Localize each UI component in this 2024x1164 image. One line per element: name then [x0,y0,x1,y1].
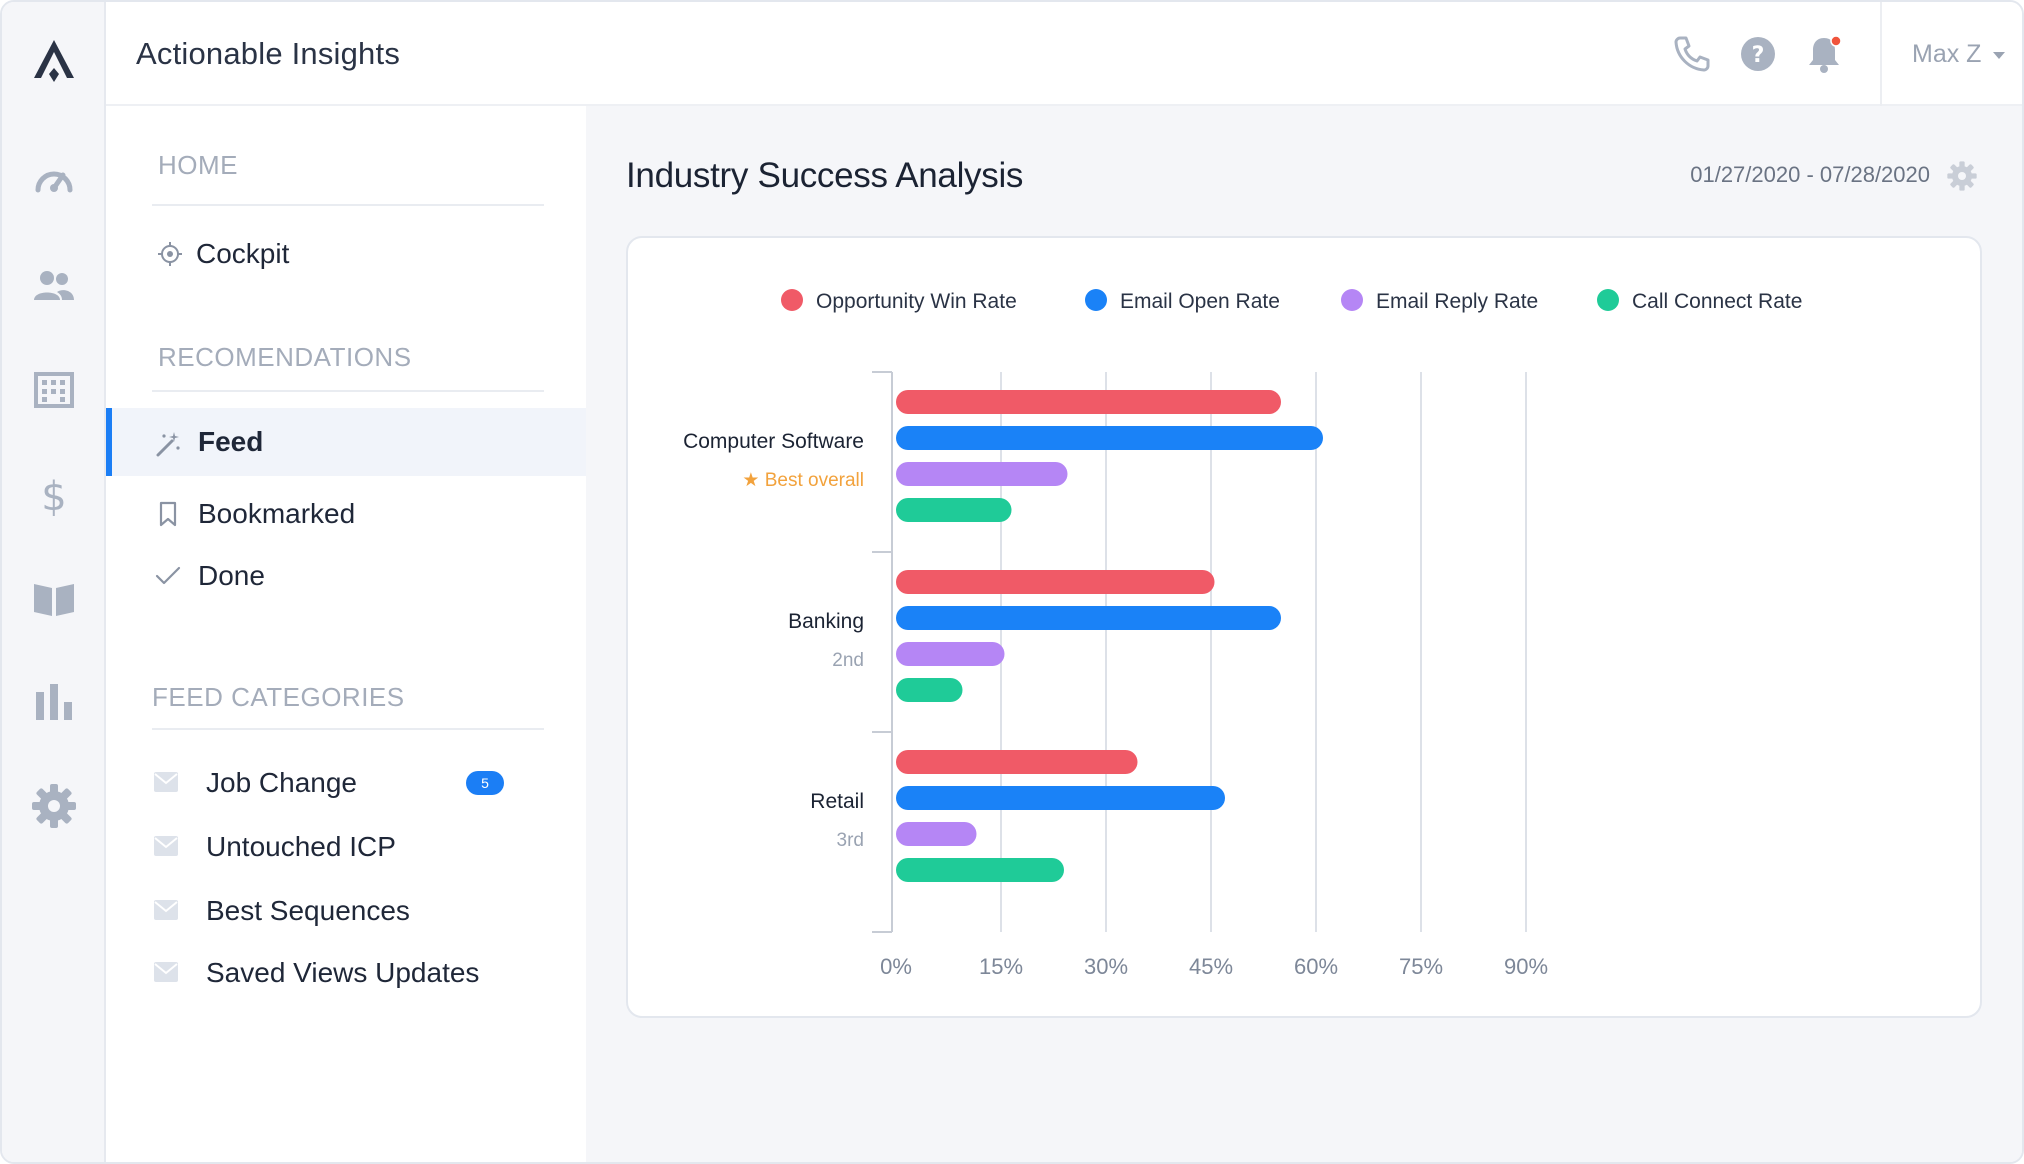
svg-text:$: $ [41,474,66,518]
section-heading-home: HOME [158,150,238,180]
bar-opportunity-win-rate [896,570,1215,594]
people-icon[interactable] [30,262,78,310]
bar-chart-icon[interactable] [30,678,78,726]
legend-label: Email Open Rate [1120,290,1280,313]
chevron-down-icon [1993,52,2006,59]
category-job-change[interactable]: Job Change 5 [106,758,586,808]
logo-icon[interactable] [30,36,78,84]
sidebar-item-bookmarked[interactable]: Bookmarked [106,480,586,548]
mail-icon [154,772,178,792]
svg-text:?: ? [1752,43,1765,68]
app-title: Actionable Insights [136,36,401,71]
sidebar-item-label: Cockpit [196,238,290,269]
gear-icon[interactable] [30,782,78,830]
category-label: Best Sequences [206,895,410,926]
category-label: Untouched ICP [206,831,396,862]
user-divider [1880,2,1882,106]
industry-bar-chart: Opportunity Win Rate Email Open Rate Email… [683,289,1802,979]
x-tick-label: 45% [1189,954,1233,979]
icon-rail: $ [2,2,106,1162]
divider [152,204,544,206]
x-tick-label: 15% [979,954,1023,979]
rank-label: 3rd [837,830,864,851]
category-label: Saved Views Updates [206,957,480,988]
bar-email-open-rate [896,786,1225,810]
bar-call-connect-rate [896,858,1064,882]
section-heading-recommendations: RECOMENDATIONS [158,342,412,372]
category-label: Computer Software [683,430,864,453]
divider [152,390,544,392]
sidebar: HOME Cockpit RECOMENDATIONS Feed Bookmar… [106,106,586,1162]
mail-icon [154,836,178,856]
help-icon[interactable]: ? [1738,34,1778,74]
dollar-icon[interactable]: $ [30,470,78,518]
notification-dot [1830,35,1842,47]
legend-label: Call Connect Rate [1632,290,1802,313]
speedometer-icon[interactable] [30,158,78,206]
date-range-picker[interactable]: 01/27/2020 - 07/28/2020 [1690,162,1930,187]
legend-label: Opportunity Win Rate [816,290,1017,313]
mail-icon [154,900,178,920]
target-icon [156,240,184,268]
user-menu[interactable]: Max Z [1912,40,2006,69]
sidebar-item-feed[interactable]: Feed [106,408,586,476]
bell-icon[interactable] [1804,34,1844,74]
bar-email-reply-rate [896,822,977,846]
category-label: Banking [788,610,864,633]
bar-email-reply-rate [896,462,1068,486]
building-icon[interactable] [30,366,78,414]
bar-call-connect-rate [896,498,1012,522]
x-tick-label: 0% [880,954,912,979]
legend-swatch [1341,289,1363,311]
sidebar-item-label: Bookmarked [198,498,356,529]
magic-wand-icon [154,430,182,458]
bar-email-open-rate [896,606,1281,630]
chart-settings-icon[interactable] [1946,160,1978,192]
category-label: Job Change [206,767,358,798]
sidebar-item-cockpit[interactable]: Cockpit [106,220,586,288]
phone-icon[interactable] [1672,34,1712,74]
bar-opportunity-win-rate [896,750,1138,774]
rank-label: ★ Best overall [742,470,864,491]
sidebar-item-label: Done [198,560,265,591]
sidebar-item-done[interactable]: Done [106,542,586,610]
page-title: Industry Success Analysis [626,156,1024,195]
legend-label: Email Reply Rate [1376,290,1538,313]
legend-swatch [781,289,803,311]
category-label: Retail [810,790,864,813]
bookmark-icon [154,500,182,528]
category-best-sequences[interactable]: Best Sequences [106,886,586,936]
x-tick-label: 30% [1084,954,1128,979]
section-heading-feed-categories: FEED CATEGORIES [152,682,405,712]
check-icon [154,562,182,590]
divider [152,728,544,730]
x-tick-label: 75% [1399,954,1443,979]
legend-swatch [1085,289,1107,311]
bar-call-connect-rate [896,678,963,702]
top-bar: Actionable Insights ? Max Z [106,2,2022,106]
count-badge: 5 [466,771,504,795]
bar-opportunity-win-rate [896,390,1281,414]
rank-label: 2nd [832,650,864,671]
x-tick-label: 60% [1294,954,1338,979]
bar-email-open-rate [896,426,1323,450]
sidebar-item-label: Feed [198,426,264,457]
book-icon[interactable] [30,574,78,622]
main-panel: Industry Success Analysis 01/27/2020 - 0… [586,106,2022,1162]
chart-card: Opportunity Win Rate Email Open Rate Email… [626,236,1982,1018]
category-saved-views-updates[interactable]: Saved Views Updates [106,948,586,998]
user-name: Max Z [1912,40,1982,68]
bar-email-reply-rate [896,642,1005,666]
legend-swatch [1597,289,1619,311]
category-untouched-icp[interactable]: Untouched ICP [106,822,586,872]
mail-icon [154,962,178,982]
x-tick-label: 90% [1504,954,1548,979]
